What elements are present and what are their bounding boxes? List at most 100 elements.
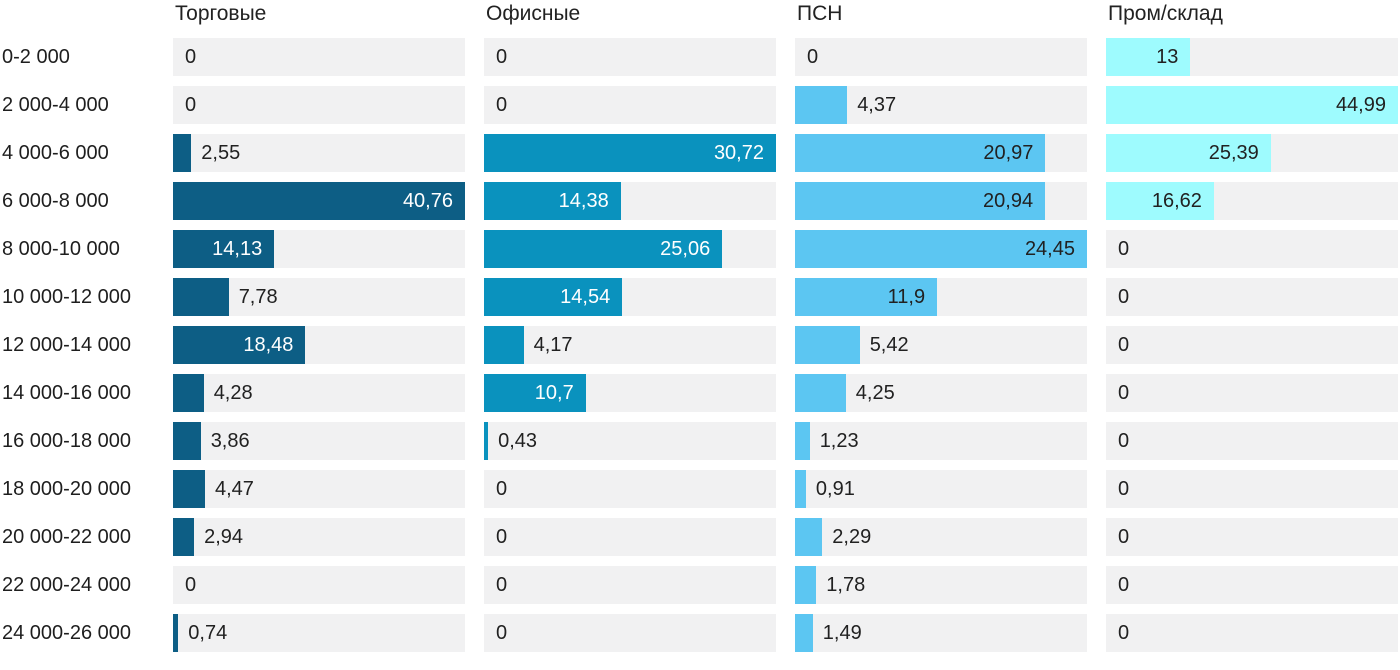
row-label: 14 000-16 000 [2, 382, 132, 404]
chart-cell: 0 [173, 86, 465, 124]
bar [173, 374, 204, 412]
bar-track: 24,45 [795, 230, 1087, 268]
chart-row: 4 000-6 000 2,55 30,72 20,97 25,39 [0, 134, 1400, 172]
chart-cell: 14,54 [484, 278, 776, 316]
chart-row: 16 000-18 000 3,86 0,43 1,23 0 [0, 422, 1400, 460]
bar [795, 326, 860, 364]
chart-cell: 4,17 [484, 326, 776, 364]
chart-cell: 0 [1106, 326, 1398, 364]
bar-track: 4,47 [173, 470, 465, 508]
chart-cell: 4,47 [173, 470, 465, 508]
chart-cell: 30,72 [484, 134, 776, 172]
bar-track: 14,38 [484, 182, 776, 220]
bar [795, 422, 810, 460]
chart-cell: 0 [484, 86, 776, 124]
row-label: 12 000-14 000 [2, 334, 132, 356]
bar-track: 10,7 [484, 374, 776, 412]
chart-cell: 14,38 [484, 182, 776, 220]
chart-cell: 16,62 [1106, 182, 1398, 220]
bar-value-label: 14,13 [212, 238, 263, 260]
bar-value-label: 4,25 [855, 382, 895, 404]
chart-cell: 7,78 [173, 278, 465, 316]
bar-track: 20,94 [795, 182, 1087, 220]
chart-cell: 20,94 [795, 182, 1087, 220]
bar [484, 134, 776, 172]
chart-row: 14 000-16 000 4,28 10,7 4,25 0 [0, 374, 1400, 412]
bar-track: 0 [1106, 278, 1398, 316]
chart-cell: 10,7 [484, 374, 776, 412]
bar-track: 0 [173, 38, 465, 76]
bar-value-label: 1,49 [822, 622, 862, 644]
bar-track: 5,42 [795, 326, 1087, 364]
bar-value-label: 0 [185, 574, 197, 596]
bar [484, 326, 524, 364]
chart-cell: 3,86 [173, 422, 465, 460]
column-header-row: Торговые Офисные ПСН Пром/склад [0, 0, 1400, 38]
bar-value-label: 0 [496, 478, 508, 500]
chart-row: 2 000-4 000 0 0 4,37 44,99 [0, 86, 1400, 124]
bar-track: 1,23 [795, 422, 1087, 460]
bar-track: 2,29 [795, 518, 1087, 556]
chart-cell: 0 [1106, 566, 1398, 604]
bar-value-label: 0 [496, 574, 508, 596]
column-header: Торговые [175, 2, 267, 25]
bar [1106, 182, 1214, 220]
bar-value-label: 40,76 [402, 190, 453, 212]
bar [795, 182, 1046, 220]
chart-cell: 44,99 [1106, 86, 1398, 124]
bar-value-label: 0 [807, 46, 819, 68]
bar-track: 16,62 [1106, 182, 1398, 220]
bar-value-label: 0,43 [498, 430, 538, 452]
bar-value-label: 7,78 [238, 286, 278, 308]
bar-track: 4,28 [173, 374, 465, 412]
bar-track: 0,91 [795, 470, 1087, 508]
bar-value-label: 18,48 [243, 334, 294, 356]
row-label: 20 000-22 000 [2, 526, 132, 548]
bar-track: 2,94 [173, 518, 465, 556]
bar-track: 14,54 [484, 278, 776, 316]
chart-cell: 0 [1106, 422, 1398, 460]
bar-track: 13 [1106, 38, 1398, 76]
chart-row: 22 000-24 000 0 0 1,78 0 [0, 566, 1400, 604]
bar-value-label: 25,39 [1208, 142, 1259, 164]
bar-track: 1,78 [795, 566, 1087, 604]
bar [795, 518, 823, 556]
chart-rows: 0-2 000 0 0 0 13 2 000-4 000 0 0 4,37 44,99 4 000-… [0, 38, 1400, 652]
chart-cell: 0,43 [484, 422, 776, 460]
bar-track: 20,97 [795, 134, 1087, 172]
chart-cell: 11,9 [795, 278, 1087, 316]
bar-track: 0 [1106, 614, 1398, 652]
chart-row: 10 000-12 000 7,78 14,54 11,9 0 [0, 278, 1400, 316]
chart-cell: 0,74 [173, 614, 465, 652]
bar-value-label: 3,86 [210, 430, 250, 452]
row-label: 8 000-10 000 [2, 238, 120, 260]
bar-track: 4,17 [484, 326, 776, 364]
chart-cell: 1,23 [795, 422, 1087, 460]
bar-track: 4,37 [795, 86, 1087, 124]
row-label: 18 000-20 000 [2, 478, 132, 500]
bar [173, 326, 306, 364]
chart-cell: 25,39 [1106, 134, 1398, 172]
bar-track: 0 [1106, 230, 1398, 268]
chart-row: 0-2 000 0 0 0 13 [0, 38, 1400, 76]
bar-value-label: 44,99 [1335, 94, 1386, 116]
chart-cell: 4,28 [173, 374, 465, 412]
column-header: Пром/склад [1108, 2, 1223, 25]
bar-value-label: 4,28 [213, 382, 253, 404]
chart-cell: 0 [173, 38, 465, 76]
row-label: 6 000-8 000 [2, 190, 109, 212]
bar-value-label: 2,55 [201, 142, 241, 164]
bar [795, 134, 1046, 172]
bar-track: 0 [1106, 326, 1398, 364]
bar [173, 182, 465, 220]
chart-cell: 0 [484, 470, 776, 508]
bar-track: 18,48 [173, 326, 465, 364]
bar-value-label: 11,9 [887, 286, 926, 308]
chart-cell: 0 [173, 566, 465, 604]
chart-cell: 2,94 [173, 518, 465, 556]
column-header: Офисные [486, 2, 581, 25]
chart-cell: 0 [1106, 518, 1398, 556]
chart-cell: 0 [484, 38, 776, 76]
bar-track: 0 [484, 38, 776, 76]
